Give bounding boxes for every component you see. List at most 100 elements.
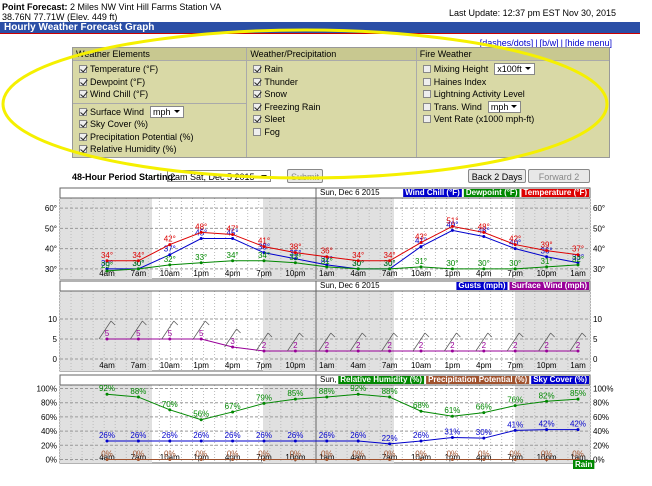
header-label: Point Forecast: <box>2 2 68 12</box>
data-label: 67% <box>225 402 241 411</box>
x-tick-label: 4am <box>99 453 115 462</box>
wind-barb <box>330 332 336 338</box>
data-label: 92% <box>99 384 115 393</box>
data-point <box>325 265 329 269</box>
data-label: 31° <box>321 257 333 266</box>
data-label: 38° <box>289 243 301 252</box>
data-label: 2 <box>419 341 424 350</box>
data-point <box>450 414 454 418</box>
data-label: 30° <box>101 259 113 268</box>
data-label: 68% <box>413 401 429 410</box>
data-point <box>168 243 172 247</box>
data-label: 30° <box>509 259 521 268</box>
wind-barb <box>456 332 461 338</box>
data-label: 2 <box>262 341 267 350</box>
data-label: 3 <box>230 337 235 346</box>
data-label: 30° <box>478 259 490 268</box>
y-tick-label: 60% <box>41 413 57 422</box>
data-point <box>545 255 549 259</box>
data-label: 82% <box>539 391 555 400</box>
wind-barb <box>318 332 332 352</box>
data-point <box>388 259 392 263</box>
data-point <box>419 265 423 269</box>
data-label: 5 <box>105 329 110 338</box>
y-tick-label: 30° <box>45 265 57 274</box>
y-tick-label-right: 30° <box>593 265 605 274</box>
series-line <box>107 429 578 445</box>
data-label: 0% <box>227 449 239 458</box>
data-point <box>293 439 297 443</box>
wind-barb <box>255 332 269 352</box>
data-label: 0% <box>133 449 145 458</box>
weather-label: Rain <box>575 460 592 469</box>
x-tick-label: 1pm <box>445 361 461 370</box>
data-label: 51° <box>446 216 458 225</box>
data-point <box>450 457 454 461</box>
night-band <box>263 291 394 371</box>
legend-label: Sky Cover (%) <box>533 375 587 384</box>
legend-box <box>531 376 589 384</box>
data-label: 26% <box>350 431 366 440</box>
data-point <box>136 259 140 263</box>
data-label: 0% <box>101 449 113 458</box>
wind-barb <box>161 320 175 340</box>
y-tick-label: 60° <box>45 204 57 213</box>
data-point <box>262 251 266 255</box>
data-label: 26% <box>162 431 178 440</box>
x-tick-label: 10am <box>160 453 180 462</box>
data-point <box>325 457 329 461</box>
data-point <box>293 349 297 353</box>
data-point <box>262 245 266 249</box>
x-tick-label: 7am <box>382 361 398 370</box>
data-point <box>293 457 297 461</box>
data-label: 76% <box>507 396 523 405</box>
x-tick-label: 4am <box>350 453 366 462</box>
wind-barb <box>393 332 398 338</box>
data-label: 26% <box>193 431 209 440</box>
data-point <box>576 428 580 432</box>
data-point <box>450 224 454 228</box>
data-point <box>231 237 235 240</box>
y-tick-label: 50° <box>45 224 57 233</box>
data-label: 0% <box>541 449 553 458</box>
data-point <box>545 428 549 432</box>
data-label: 2 <box>482 341 487 350</box>
data-point <box>325 349 329 353</box>
data-point <box>450 267 454 271</box>
data-point <box>168 439 172 443</box>
data-point <box>231 232 235 236</box>
y-tick-label: 10 <box>48 315 57 324</box>
x-tick-label: 4am <box>99 269 115 278</box>
data-point <box>199 439 203 443</box>
series-line <box>107 225 579 262</box>
x-tick-label: 4am <box>350 269 366 278</box>
data-point <box>356 349 360 353</box>
data-label: 42% <box>539 420 555 429</box>
y-tick-label: 40% <box>41 427 57 436</box>
x-tick-label: 7pm <box>256 361 272 370</box>
data-label: 26% <box>99 431 115 440</box>
legend-label: Gusts (mph) <box>458 281 505 290</box>
data-point <box>513 349 517 353</box>
data-point <box>262 349 266 353</box>
y-tick-label-right: 100% <box>593 385 613 394</box>
x-tick-label: 7am <box>382 453 398 462</box>
x-tick-label: 10pm <box>537 269 557 278</box>
night-band <box>515 291 590 371</box>
series-line <box>106 260 579 272</box>
data-point <box>199 261 203 265</box>
data-point <box>293 261 297 265</box>
x-tick-label: 1pm <box>193 269 209 278</box>
x-tick-label: 4am <box>350 361 366 370</box>
data-label: 2 <box>544 341 549 350</box>
y-tick-label: 0% <box>45 455 57 464</box>
data-label: 30° <box>384 259 396 268</box>
night-band <box>263 385 394 463</box>
wind-barb <box>581 332 587 338</box>
data-label: 0% <box>447 449 459 458</box>
data-label: 33° <box>195 253 207 262</box>
data-point <box>576 253 580 257</box>
data-label: 26% <box>287 431 303 440</box>
data-label: 34° <box>227 251 239 260</box>
